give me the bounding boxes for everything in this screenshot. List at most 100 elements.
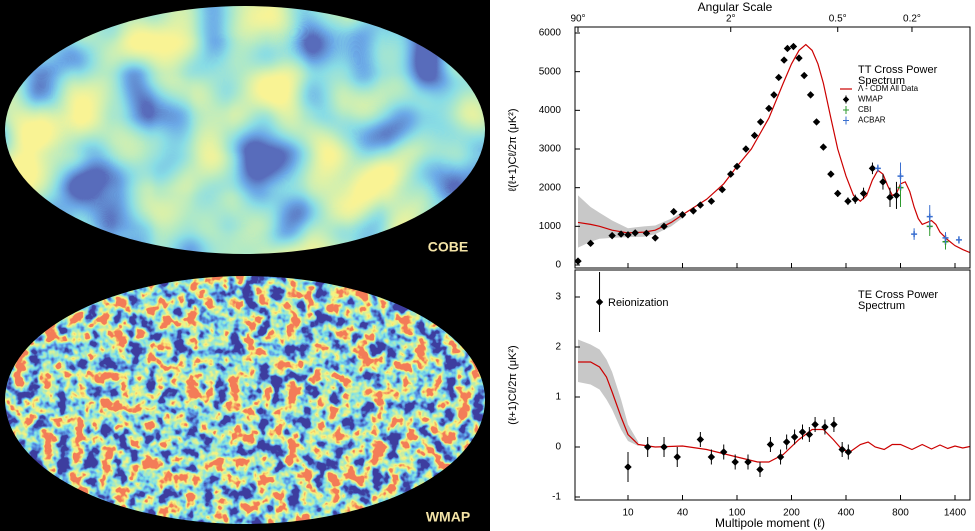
data-point bbox=[776, 453, 785, 461]
data-point bbox=[805, 430, 814, 439]
data-point bbox=[756, 118, 765, 126]
data-point bbox=[696, 201, 705, 209]
y-tick-label: 0 bbox=[555, 442, 561, 453]
legend-label: ACBAR bbox=[858, 116, 886, 125]
data-point bbox=[827, 170, 835, 178]
x-tick-label: 10 bbox=[622, 508, 634, 519]
model-line bbox=[577, 43, 970, 254]
data-point bbox=[812, 118, 821, 126]
data-point bbox=[795, 54, 803, 62]
data-point bbox=[874, 165, 881, 172]
data-point bbox=[631, 229, 639, 237]
data-point bbox=[800, 71, 808, 80]
y-tick-label: 4000 bbox=[539, 105, 562, 116]
plot-frame bbox=[574, 26, 971, 269]
plot-area bbox=[575, 42, 970, 265]
data-point bbox=[718, 185, 726, 194]
data-point bbox=[834, 189, 842, 198]
data-point bbox=[770, 91, 778, 99]
annotation: Spectrum bbox=[858, 300, 905, 312]
data-point bbox=[789, 42, 798, 51]
sky-map-label: COBE bbox=[428, 239, 468, 255]
data-point bbox=[643, 443, 652, 451]
annotation: Reionization bbox=[608, 297, 669, 309]
data-point bbox=[838, 445, 846, 454]
x-axis-title: Multipole moment (ℓ) bbox=[715, 516, 825, 530]
data-point bbox=[766, 440, 775, 449]
data-point bbox=[942, 234, 949, 241]
data-point bbox=[678, 211, 687, 219]
x2-tick-label: 0.2° bbox=[903, 14, 921, 25]
sky-map-label: WMAP bbox=[426, 509, 470, 525]
x-tick-label: 800 bbox=[892, 508, 909, 519]
data-point bbox=[742, 145, 750, 153]
y-tick-label: 6000 bbox=[539, 28, 562, 39]
plot-area bbox=[578, 272, 970, 482]
data-point bbox=[821, 423, 829, 431]
data-point bbox=[780, 56, 788, 64]
data-point bbox=[859, 189, 868, 198]
data-point bbox=[731, 458, 739, 466]
annotation: Spectrum bbox=[858, 75, 905, 87]
data-point bbox=[765, 104, 773, 113]
data-point bbox=[775, 73, 783, 82]
data-point bbox=[879, 178, 887, 186]
y-tick-label: 5000 bbox=[539, 66, 562, 77]
data-point bbox=[744, 458, 752, 466]
data-point bbox=[868, 164, 877, 173]
data-point bbox=[892, 191, 901, 200]
y-tick-label: -1 bbox=[552, 492, 561, 503]
data-point bbox=[660, 222, 668, 231]
data-point bbox=[844, 197, 852, 205]
data-point bbox=[851, 195, 859, 203]
y-tick-label: 1 bbox=[555, 392, 561, 403]
data-point bbox=[608, 231, 616, 240]
data-point bbox=[798, 428, 807, 436]
data-point bbox=[750, 131, 759, 140]
data-point bbox=[806, 91, 815, 99]
data-point bbox=[830, 420, 838, 429]
x-tick-label: 40 bbox=[677, 508, 689, 519]
x-tick-label: 100 bbox=[729, 508, 746, 519]
x2-tick-label: 2° bbox=[726, 14, 736, 25]
uncertainty-band bbox=[578, 339, 639, 446]
data-point bbox=[586, 239, 595, 248]
x-tick-label: 1400 bbox=[944, 508, 967, 519]
data-point bbox=[720, 448, 728, 456]
data-point bbox=[844, 448, 853, 456]
y-tick-label: 3000 bbox=[539, 144, 562, 155]
data-point bbox=[696, 435, 705, 444]
y-tick-label: 2000 bbox=[539, 182, 562, 193]
x2-tick-label: 0.5° bbox=[829, 14, 847, 25]
data-point bbox=[575, 257, 582, 265]
cobe-sky-map bbox=[5, 6, 485, 254]
x-tick-label: 200 bbox=[783, 508, 800, 519]
data-point bbox=[707, 453, 716, 461]
legend-label: CBI bbox=[858, 105, 871, 114]
data-point bbox=[790, 433, 799, 441]
data-point bbox=[673, 453, 681, 461]
data-point bbox=[926, 213, 933, 220]
data-point bbox=[624, 231, 632, 239]
data-point bbox=[727, 170, 735, 178]
legend-label: Λ - CDM All Data bbox=[858, 84, 919, 93]
data-point bbox=[642, 229, 651, 238]
y-tick-label: 3 bbox=[555, 292, 561, 303]
annotation: TE Cross Power bbox=[858, 289, 938, 301]
data-point bbox=[811, 420, 819, 429]
data-point bbox=[783, 44, 792, 53]
wmap-sky-map bbox=[5, 276, 485, 524]
data-point bbox=[886, 193, 894, 202]
uncertainty-band bbox=[578, 195, 683, 248]
x-tick-label: 400 bbox=[838, 508, 855, 519]
legend-label: WMAP bbox=[858, 95, 883, 104]
data-point bbox=[911, 231, 918, 238]
legend-swatch bbox=[842, 96, 850, 103]
data-point bbox=[782, 438, 791, 446]
data-point bbox=[689, 207, 698, 215]
data-point bbox=[707, 197, 716, 205]
annotation: TT Cross Power bbox=[858, 64, 938, 76]
